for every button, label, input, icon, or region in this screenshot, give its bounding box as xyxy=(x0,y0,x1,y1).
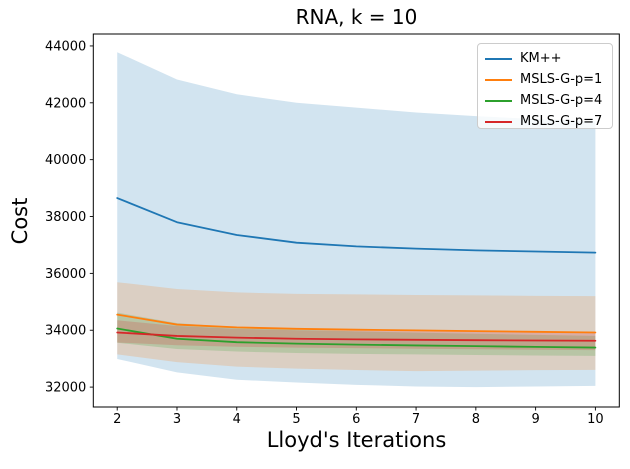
chart-title: RNA, k = 10 xyxy=(295,5,418,29)
y-tick-label: 44000 xyxy=(45,39,86,54)
legend-line-swatch xyxy=(485,78,512,81)
y-tick-label: 40000 xyxy=(45,153,86,168)
confidence-band xyxy=(117,282,596,372)
legend-entry: MSLS-G-p=4 xyxy=(478,90,612,111)
legend-entry: KM++ xyxy=(478,48,612,69)
legend-line-swatch xyxy=(485,99,512,102)
legend-label: KM++ xyxy=(520,51,562,66)
legend-entry: MSLS-G-p=1 xyxy=(478,69,612,90)
legend-line-swatch xyxy=(485,57,512,60)
legend-line-swatch xyxy=(485,120,512,123)
legend: KM++ MSLS-G-p=1 MSLS-G-p=4 MSLS-G-p=7 xyxy=(477,43,613,129)
x-tick-label: 2 xyxy=(113,412,121,427)
series-line xyxy=(116,327,597,349)
x-tick-label: 3 xyxy=(173,412,181,427)
confidence-band xyxy=(117,52,596,388)
y-tick-label: 36000 xyxy=(45,267,86,282)
legend-label: MSLS-G-p=4 xyxy=(520,93,603,108)
x-axis-label: Lloyd's Iterations xyxy=(266,428,447,452)
y-tick-label: 34000 xyxy=(45,324,86,339)
series-line xyxy=(116,313,597,334)
legend-label: MSLS-G-p=7 xyxy=(520,114,603,129)
confidence-band xyxy=(117,312,596,356)
x-tick-label: 6 xyxy=(352,412,360,427)
x-tick-label: 10 xyxy=(587,412,604,427)
x-tick-label: 5 xyxy=(292,412,300,427)
series-line xyxy=(116,331,597,342)
x-tick-label: 8 xyxy=(472,412,480,427)
legend-label: MSLS-G-p=1 xyxy=(520,72,603,87)
y-tick-label: 38000 xyxy=(45,210,86,225)
x-tick-label: 7 xyxy=(412,412,420,427)
x-tick-label: 4 xyxy=(233,412,241,427)
y-tick-label: 42000 xyxy=(45,96,86,111)
series-line xyxy=(116,197,597,254)
y-tick-label: 32000 xyxy=(45,381,86,396)
x-tick-label: 9 xyxy=(531,412,539,427)
legend-entry: MSLS-G-p=7 xyxy=(478,111,612,132)
